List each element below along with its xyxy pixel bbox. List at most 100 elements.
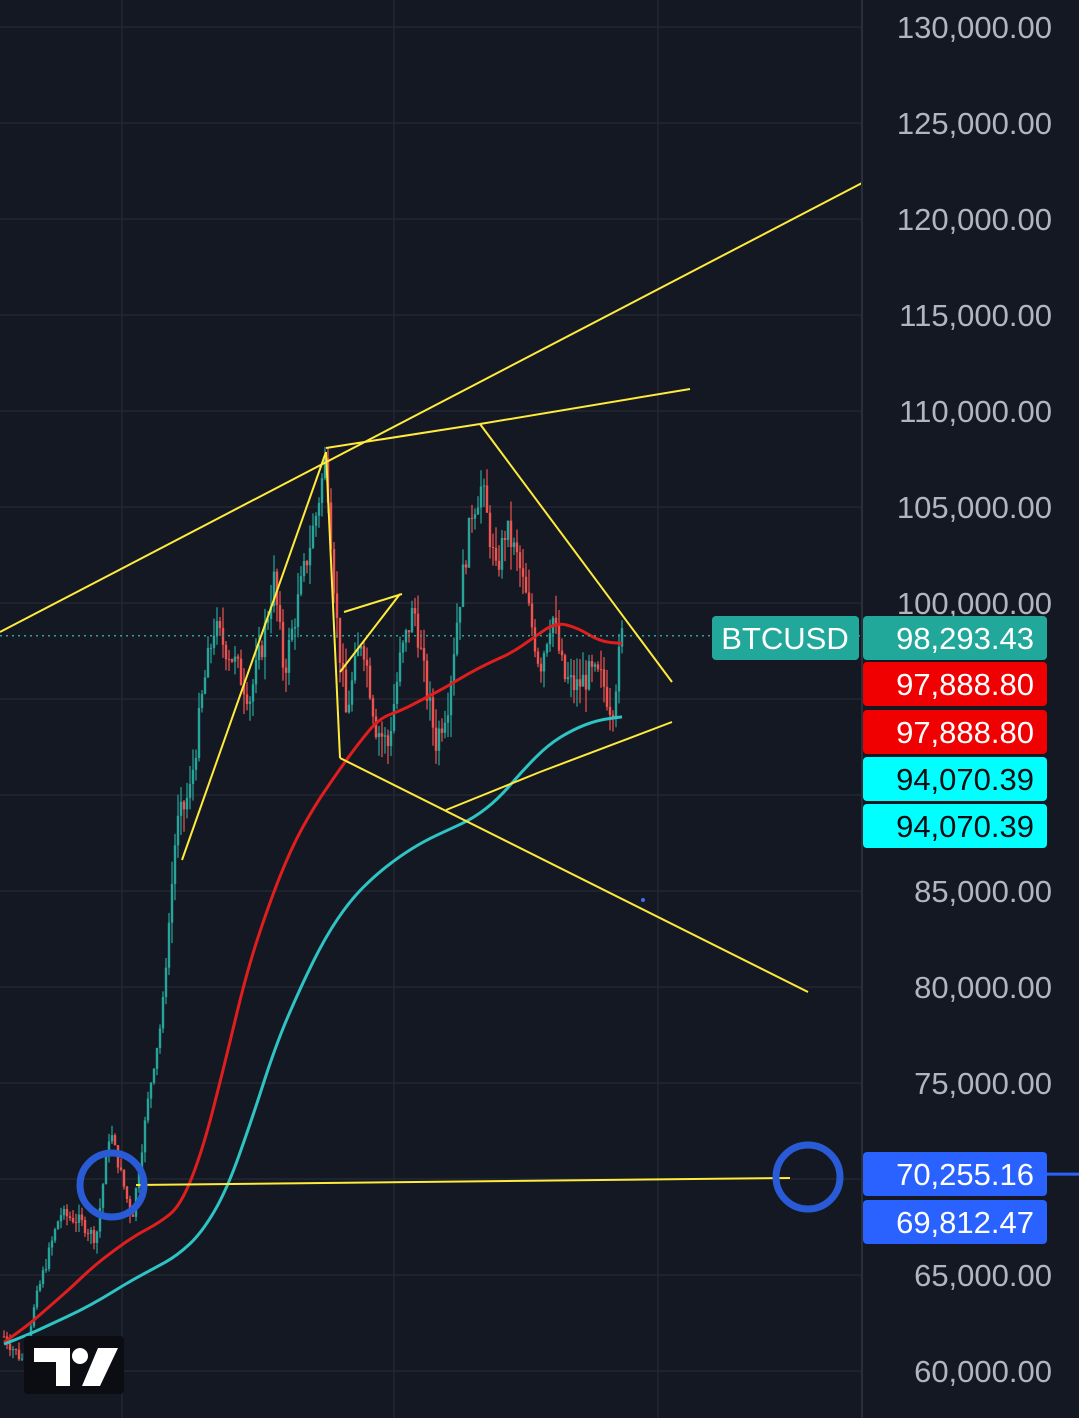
candle bbox=[14, 1348, 18, 1356]
price-tag-value: 98,293.43 bbox=[896, 621, 1034, 656]
trendline[interactable] bbox=[181, 451, 327, 861]
candle bbox=[440, 718, 444, 742]
candle bbox=[602, 657, 606, 703]
candle bbox=[113, 1133, 117, 1146]
candle bbox=[272, 555, 276, 613]
candle bbox=[341, 643, 345, 687]
trendline[interactable] bbox=[539, 721, 673, 773]
candle bbox=[353, 642, 357, 684]
candle bbox=[116, 1144, 120, 1174]
candle bbox=[503, 530, 507, 562]
price-tick-label: 65,000.00 bbox=[914, 1258, 1052, 1293]
trendline[interactable] bbox=[339, 593, 401, 673]
candle bbox=[239, 649, 243, 686]
candle bbox=[452, 637, 456, 696]
trendline[interactable] bbox=[479, 423, 673, 683]
candle bbox=[524, 563, 528, 594]
price-tag-box bbox=[863, 1200, 1047, 1244]
trendline[interactable] bbox=[135, 1177, 791, 1186]
candle bbox=[527, 569, 531, 607]
candle bbox=[251, 679, 255, 717]
candle bbox=[65, 1204, 69, 1226]
trendline[interactable] bbox=[343, 593, 403, 613]
candle bbox=[422, 629, 426, 683]
candle bbox=[233, 646, 237, 675]
price-tag: 98,293.43 BTCUSD bbox=[712, 616, 1047, 660]
price-tick-label: 110,000.00 bbox=[899, 394, 1052, 429]
price-tag-value: 97,888.80 bbox=[896, 667, 1034, 702]
trendline-drawings[interactable] bbox=[0, 182, 863, 1186]
trendline[interactable] bbox=[0, 182, 863, 633]
marker-circles[interactable] bbox=[76, 1141, 844, 1221]
candle bbox=[182, 799, 186, 832]
price-tag-value: 94,070.39 bbox=[896, 762, 1034, 797]
candle bbox=[425, 653, 429, 710]
candle bbox=[344, 648, 348, 713]
candle bbox=[335, 571, 339, 639]
candle bbox=[122, 1169, 126, 1190]
candle bbox=[392, 684, 396, 734]
candle bbox=[404, 628, 408, 652]
candle bbox=[479, 470, 483, 524]
candle bbox=[578, 659, 582, 704]
candle bbox=[371, 694, 375, 724]
candle bbox=[167, 912, 171, 975]
price-tick-label: 115,000.00 bbox=[899, 298, 1052, 333]
candle bbox=[95, 1230, 99, 1254]
candle bbox=[296, 572, 300, 638]
price-axis[interactable]: 130,000.00 125,000.00 120,000.00 115,000.00… bbox=[897, 10, 1052, 1389]
candle bbox=[437, 720, 441, 766]
moving-average-lines bbox=[0, 622, 862, 1346]
price-tick-label: 130,000.00 bbox=[897, 10, 1052, 45]
candle bbox=[284, 658, 288, 692]
candle bbox=[194, 749, 198, 781]
candle bbox=[320, 473, 324, 517]
candle bbox=[572, 660, 576, 704]
candle bbox=[338, 617, 342, 683]
candle bbox=[449, 675, 453, 738]
candle bbox=[614, 684, 618, 728]
candle bbox=[56, 1220, 60, 1230]
candle bbox=[620, 620, 624, 654]
candle bbox=[368, 657, 372, 701]
candle bbox=[230, 658, 234, 664]
candle bbox=[443, 710, 447, 739]
candle bbox=[332, 542, 336, 604]
candle bbox=[242, 668, 246, 714]
price-tag-box bbox=[863, 710, 1047, 754]
candle bbox=[41, 1266, 45, 1288]
candle bbox=[119, 1158, 123, 1172]
candle bbox=[290, 619, 294, 642]
trendline[interactable] bbox=[445, 771, 541, 811]
candle bbox=[410, 600, 414, 633]
marker-circle[interactable] bbox=[76, 1149, 148, 1221]
candle bbox=[377, 726, 381, 756]
candle bbox=[158, 1024, 162, 1054]
candle bbox=[542, 650, 546, 688]
candle bbox=[599, 650, 603, 688]
candle bbox=[32, 1304, 36, 1329]
price-tag-box bbox=[863, 616, 1047, 660]
trendline[interactable] bbox=[479, 388, 691, 425]
trendline[interactable] bbox=[325, 451, 341, 759]
candle bbox=[125, 1185, 129, 1203]
price-tag-box bbox=[863, 757, 1047, 801]
candle bbox=[398, 636, 402, 687]
candle bbox=[536, 647, 540, 668]
candle bbox=[62, 1205, 66, 1220]
marker-circle[interactable] bbox=[772, 1141, 844, 1213]
cursor-dot bbox=[641, 898, 645, 902]
trendline[interactable] bbox=[339, 757, 809, 993]
candle bbox=[485, 469, 489, 513]
trendline[interactable] bbox=[325, 423, 481, 449]
candle bbox=[314, 512, 318, 537]
candle bbox=[155, 1047, 159, 1076]
candle bbox=[362, 640, 366, 672]
candle bbox=[263, 608, 267, 680]
candle bbox=[593, 662, 597, 672]
candle bbox=[35, 1285, 39, 1310]
price-tag-box bbox=[863, 804, 1047, 848]
candle bbox=[149, 1081, 153, 1109]
symbol-tag-box bbox=[712, 616, 859, 660]
